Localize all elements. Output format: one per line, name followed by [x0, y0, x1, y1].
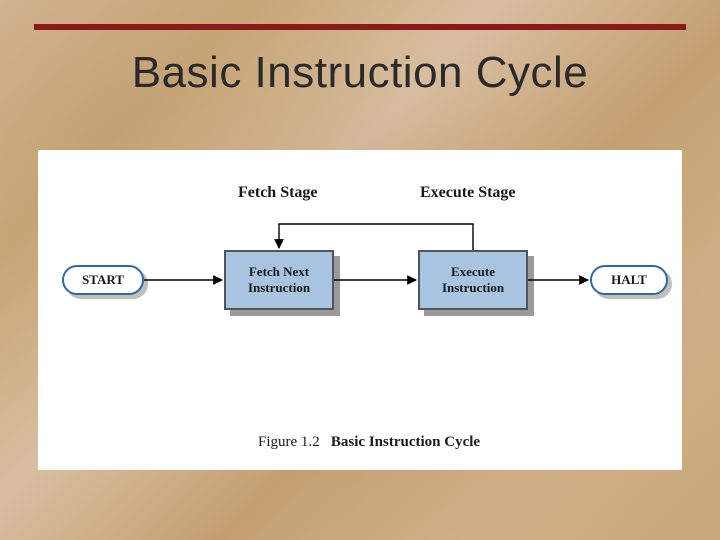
execute-stage-label: Execute Stage	[420, 184, 516, 202]
flow-arrows	[38, 150, 682, 470]
title-rule	[34, 24, 686, 30]
figure-caption: Figure 1.2 Basic Instruction Cycle	[258, 434, 480, 451]
slide-title: Basic Instruction Cycle	[0, 48, 720, 98]
slide: Basic Instruction Cycle Fetch Stage Exec…	[0, 0, 720, 540]
fetch-node: Fetch NextInstruction	[224, 250, 334, 310]
execute-node: ExecuteInstruction	[418, 250, 528, 310]
halt-node: HALT	[590, 265, 668, 295]
fetch-node-label: Fetch NextInstruction	[248, 264, 310, 297]
start-node: START	[62, 265, 144, 295]
figure-caption-text: Basic Instruction Cycle	[331, 434, 480, 450]
start-node-label: START	[82, 272, 124, 288]
figure-caption-prefix: Figure 1.2	[258, 434, 320, 450]
execute-node-label: ExecuteInstruction	[442, 264, 504, 297]
halt-node-label: HALT	[611, 272, 647, 288]
fetch-stage-label: Fetch Stage	[238, 184, 318, 202]
figure-panel: Fetch Stage Execute Stage START Fetch Ne…	[38, 150, 682, 470]
